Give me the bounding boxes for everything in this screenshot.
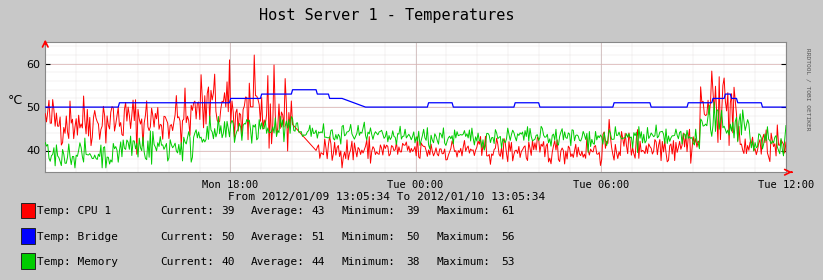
Text: 38: 38 — [407, 257, 420, 267]
Y-axis label: °C: °C — [7, 94, 23, 107]
Text: Maximum:: Maximum: — [436, 206, 491, 216]
Text: 40: 40 — [221, 257, 235, 267]
Text: RRDTOOL / TOBI OETIKER: RRDTOOL / TOBI OETIKER — [806, 48, 811, 131]
Text: 50: 50 — [221, 232, 235, 242]
Text: 50: 50 — [407, 232, 420, 242]
Text: 51: 51 — [312, 232, 325, 242]
Text: Host Server 1 - Temperatures: Host Server 1 - Temperatures — [259, 8, 514, 24]
Text: Current:: Current: — [160, 257, 215, 267]
Text: Maximum:: Maximum: — [436, 257, 491, 267]
Text: 61: 61 — [501, 206, 514, 216]
Text: Minimum:: Minimum: — [342, 206, 396, 216]
Text: Average:: Average: — [251, 232, 305, 242]
Text: Maximum:: Maximum: — [436, 232, 491, 242]
Text: 53: 53 — [501, 257, 514, 267]
Text: Average:: Average: — [251, 257, 305, 267]
Text: 39: 39 — [407, 206, 420, 216]
Text: Minimum:: Minimum: — [342, 257, 396, 267]
Text: Tue 06:00: Tue 06:00 — [573, 180, 629, 190]
Text: Average:: Average: — [251, 206, 305, 216]
Text: Temp: Bridge: Temp: Bridge — [37, 232, 118, 242]
Text: Mon 18:00: Mon 18:00 — [202, 180, 258, 190]
Text: 39: 39 — [221, 206, 235, 216]
Text: Current:: Current: — [160, 232, 215, 242]
Text: Minimum:: Minimum: — [342, 232, 396, 242]
Text: 56: 56 — [501, 232, 514, 242]
Text: 44: 44 — [312, 257, 325, 267]
Text: Tue 00:00: Tue 00:00 — [388, 180, 444, 190]
Text: From 2012/01/09 13:05:34 To 2012/01/10 13:05:34: From 2012/01/09 13:05:34 To 2012/01/10 1… — [228, 192, 546, 202]
Text: Current:: Current: — [160, 206, 215, 216]
Text: Temp: Memory: Temp: Memory — [37, 257, 118, 267]
Text: 43: 43 — [312, 206, 325, 216]
Text: Temp: CPU 1: Temp: CPU 1 — [37, 206, 111, 216]
Text: Tue 12:00: Tue 12:00 — [758, 180, 814, 190]
